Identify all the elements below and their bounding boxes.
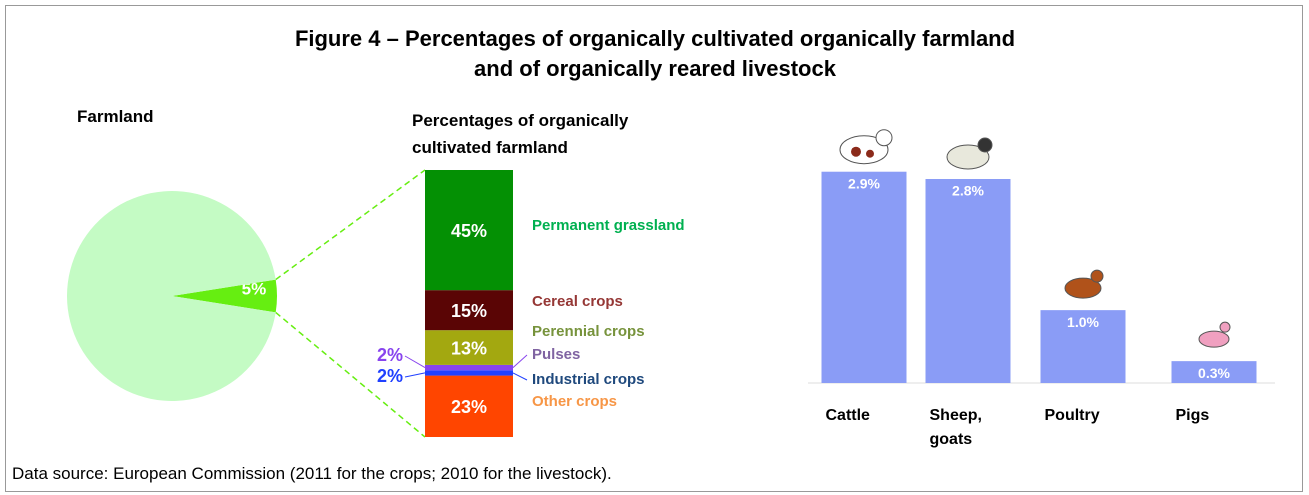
- segment-label: 2%: [377, 366, 403, 386]
- pie-title: Farmland: [77, 107, 154, 127]
- bar-label: 2.9%: [848, 175, 880, 191]
- x-tick-label: Poultry: [1045, 404, 1115, 428]
- x-tick-label: Pigs: [1176, 404, 1246, 428]
- segment-label: 15%: [451, 301, 487, 321]
- animal-icon: [866, 150, 874, 158]
- segment-label: 23%: [451, 397, 487, 417]
- connector: [276, 170, 425, 280]
- bar: [926, 179, 1011, 383]
- source: Data source: European Commission (2011 f…: [12, 464, 612, 484]
- title-line: Figure 4 – Percentages of organically cu…: [180, 24, 1130, 54]
- segment-name: Cereal crops: [532, 293, 623, 310]
- bar-label: 1.0%: [1067, 314, 1099, 330]
- segment-label: 2%: [377, 345, 403, 365]
- x-tick-label: Sheep, goats: [930, 404, 1000, 452]
- segment-name: Other crops: [532, 393, 617, 410]
- segment-name: Industrial crops: [532, 371, 645, 388]
- animal-icon: [851, 147, 861, 157]
- leader: [405, 373, 425, 377]
- segment-name: Pulses: [532, 346, 580, 363]
- bar-label: 0.3%: [1198, 365, 1230, 381]
- animal-icon: [1220, 322, 1230, 332]
- leader: [513, 355, 527, 368]
- animal-icon: [978, 138, 992, 152]
- animal-icon: [876, 130, 892, 146]
- leader: [513, 373, 527, 380]
- bar-label: 2.8%: [952, 183, 984, 199]
- page: 5%23%Other crops2%Industrial crops2%Puls…: [0, 0, 1309, 495]
- segment-name: Permanent grassland: [532, 217, 685, 234]
- leader: [405, 356, 425, 368]
- stack-title: Percentages of organically cultivated fa…: [412, 107, 692, 161]
- title-line: and of organically reared livestock: [180, 54, 1130, 84]
- animal-icon: [1091, 270, 1103, 282]
- x-tick-label: Cattle: [826, 404, 896, 428]
- title: Figure 4 – Percentages of organically cu…: [180, 24, 1130, 84]
- bar-segment: [425, 365, 513, 370]
- animal-icon: [1199, 331, 1229, 347]
- bar-segment: [425, 370, 513, 375]
- segment-label: 13%: [451, 338, 487, 358]
- segment-name: Perennial crops: [532, 323, 645, 340]
- bar: [822, 172, 907, 383]
- segment-label: 45%: [451, 221, 487, 241]
